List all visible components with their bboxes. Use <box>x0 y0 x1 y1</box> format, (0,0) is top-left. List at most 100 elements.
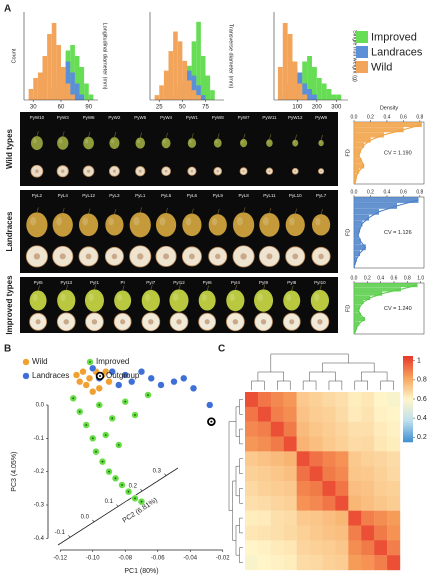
histogram-bar <box>302 61 308 100</box>
fruit-highlight <box>117 294 123 302</box>
heatmap-cell <box>361 525 375 541</box>
specimen-id: PyW2 <box>108 115 120 120</box>
legend-label: Wild <box>371 61 392 73</box>
heatmap-cell <box>374 510 388 526</box>
heatmap-cell <box>245 436 259 452</box>
x-tick-label: -0.02 <box>216 556 230 562</box>
dendrogram <box>270 353 349 372</box>
fruit-stem <box>243 133 246 139</box>
histogram-bar <box>47 34 52 100</box>
histogram-bar <box>336 94 342 100</box>
colorbar-swatch <box>403 407 413 411</box>
heatmap-cell <box>348 540 362 556</box>
heatmap-cell <box>257 392 272 408</box>
heatmap-cell <box>348 495 362 511</box>
heatmap-cell <box>283 436 297 452</box>
y-axis-label: FD <box>345 229 351 236</box>
heatmap-cell <box>283 540 297 556</box>
colorbar-swatch <box>403 360 413 363</box>
heatmap-cell <box>257 421 272 437</box>
colorbar-swatch <box>403 368 413 372</box>
y-tick-label: -0.3 <box>34 503 45 509</box>
histogram-bar <box>210 90 215 100</box>
specimen-id: PyL3 <box>109 193 120 198</box>
heatmap-cell <box>283 392 297 408</box>
heatmap-cell <box>283 406 297 422</box>
fruit-stem <box>37 285 40 291</box>
legend-swatch <box>356 61 368 73</box>
heatmap-cell <box>270 510 284 526</box>
fruit-whole <box>155 212 177 237</box>
histogram-bar <box>331 94 337 100</box>
heatmap-cell <box>374 555 388 571</box>
legend-marker <box>22 358 30 366</box>
colorbar-swatch <box>403 426 413 430</box>
histogram-bar <box>61 67 66 100</box>
x-tick-label: 0.2 <box>367 114 374 120</box>
histogram-bar <box>28 89 34 100</box>
heatmap-cell <box>348 555 362 571</box>
panel-label: C <box>218 344 225 355</box>
point-center <box>98 404 101 406</box>
fruit-whole <box>109 137 120 150</box>
histogram-bar <box>70 94 75 100</box>
fruit-stem <box>294 134 298 140</box>
colorbar-tick-label: 1 <box>417 358 421 365</box>
fruit-core <box>86 169 91 173</box>
histogram-bar <box>311 67 317 100</box>
fruit-stem <box>139 132 143 138</box>
fruit-core <box>35 319 41 325</box>
fruit-core <box>320 170 322 173</box>
row-label: Improved types <box>5 275 14 335</box>
point <box>108 368 116 376</box>
fruit-highlight <box>211 217 218 226</box>
legend-label: Landraces <box>32 371 69 380</box>
panel-axis-label: Longitudinal diameter (mm) <box>102 23 108 90</box>
heatmap-cell <box>387 481 401 497</box>
specimen-id: PyW9 <box>315 115 327 120</box>
dendrogram <box>328 380 343 390</box>
specimen-id: PyW3 <box>57 115 69 120</box>
fruit-whole <box>283 290 301 311</box>
fruit-whole <box>78 213 99 237</box>
colorbar-tick-label: 0.2 <box>417 434 427 441</box>
colorbar-swatch <box>403 364 413 368</box>
dendrogram <box>235 465 240 497</box>
heatmap-cell <box>322 555 336 571</box>
histogram-bar <box>65 61 71 100</box>
fruit-stem <box>206 285 210 291</box>
heatmap-cell <box>322 481 336 497</box>
histogram-bar <box>56 45 61 100</box>
heatmap-cell <box>335 466 349 482</box>
point <box>137 368 146 376</box>
fruit-stem <box>150 284 153 290</box>
histogram-bar <box>74 83 80 100</box>
point-center <box>121 484 123 486</box>
heatmap-cell <box>387 540 401 556</box>
fruit-stem <box>65 284 69 290</box>
fruit-stem <box>94 284 97 290</box>
x-tick-label: -0.08 <box>118 556 132 562</box>
heatmap-cell <box>270 540 284 556</box>
point-center <box>85 424 88 426</box>
colorbar-swatch <box>403 373 413 376</box>
density-bar <box>353 308 359 313</box>
histogram-bar <box>191 90 197 100</box>
heatmap-cell <box>270 555 284 571</box>
fruit-whole <box>226 289 245 312</box>
dendrogram <box>239 458 243 474</box>
fruit-highlight <box>144 293 151 302</box>
x-tick-label: 0.6 <box>400 189 407 195</box>
fruit-core <box>260 319 267 325</box>
heatmap-cell <box>245 406 259 422</box>
histogram-bar <box>79 67 85 100</box>
colorbar-swatch <box>403 383 413 387</box>
density-bar <box>353 283 418 288</box>
histogram-bar <box>302 94 308 100</box>
fruit-core <box>137 253 144 260</box>
x-tick-label: 0.8 <box>416 189 423 195</box>
fruit-highlight <box>267 140 270 144</box>
x-tick-label: 0.4 <box>377 275 384 281</box>
heatmap-cell <box>335 451 349 467</box>
fruit-highlight <box>108 217 114 226</box>
